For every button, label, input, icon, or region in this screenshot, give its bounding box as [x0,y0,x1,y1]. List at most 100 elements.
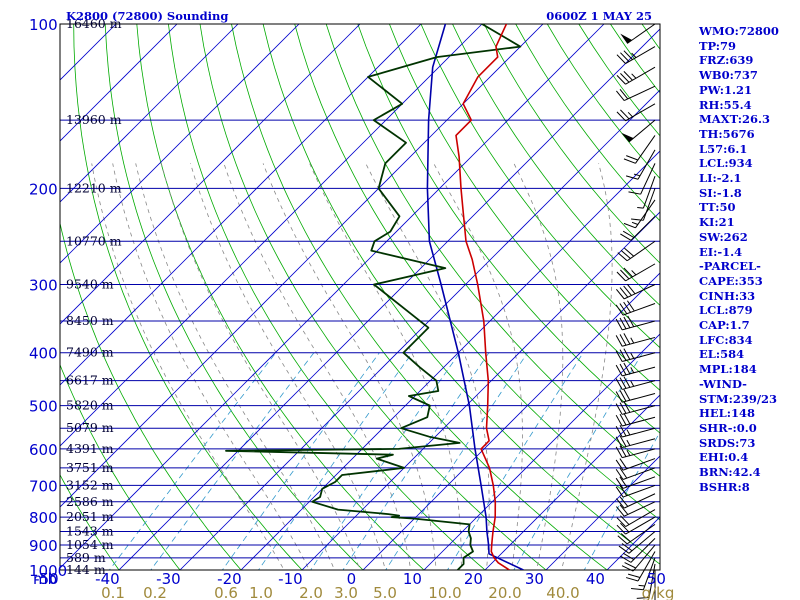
wind-barb-staff [622,467,656,480]
index-item: CAPE:353 [699,273,763,288]
index-item: STM:239/23 [699,391,778,406]
index-item: PW:1.21 [699,82,753,97]
dry-adiabat-line [60,473,120,570]
wind-barb-flag [619,445,627,457]
wind-barb-half-flag [638,584,645,587]
wind-barb-staff [622,458,656,471]
isotherm-line [240,150,660,570]
height-label: 3751 m [66,460,114,475]
temperature-tick-label: -10 [278,570,303,588]
wind-barb-flag [616,288,625,300]
wind-barb [628,163,656,195]
wind-barb-flag [619,476,628,488]
temperature-trace [455,24,510,570]
temperature-tick-label: 50 [647,570,666,588]
height-label: 589 m [66,550,106,565]
mixing-ratio-tick-label: 0.6 [214,584,238,600]
wind-barb-flag [619,402,627,414]
dewpoint-line [225,24,522,570]
mixing-ratio-line [513,352,644,570]
wind-barb-flag [615,486,624,498]
wind-barb-flag [615,318,623,331]
wind-barb [615,348,656,363]
wind-barb-staff [625,46,656,65]
index-item: BSHR:8 [699,479,750,494]
wind-barb-flag [619,363,627,376]
wind-barb [623,135,656,164]
wind-barb-flag [619,317,627,330]
wind-barb [615,315,656,331]
isobars [60,23,660,571]
wind-barb [616,103,656,122]
wind-barb-flag [623,222,636,229]
wind-barb [631,188,656,221]
moist-adiabat-line [91,163,285,570]
wind-barb-flag [623,376,631,388]
mixing-ratio-line [310,352,461,570]
isotherm-line [179,89,660,570]
wind-barb-staff [642,188,656,221]
wind-barb-flag [620,555,632,563]
wind-barb [615,435,656,449]
wind-barb-half-flag [630,337,635,344]
wind-barb-staff [622,392,656,403]
wind-barb-flag [619,413,627,426]
wind-barb-flag [619,504,629,515]
height-label: 4391 m [66,441,114,456]
height-label: 7490 m [66,345,114,360]
wind-barb-staff [622,352,656,363]
mixing-ratio-line [583,431,660,570]
pressure-tick-label: 900 [29,537,58,555]
index-item: TP:79 [699,38,737,53]
wind-barb-flag [616,74,626,85]
wind-barb-flag [619,496,629,507]
wind-barb-half-flag [630,352,635,359]
wind-barb-flag [623,267,633,278]
wind-barb-flag [620,233,632,241]
height-label: 16460 m [66,16,122,31]
moist-adiabat-line [112,163,310,570]
wind-barb-flag [623,412,631,425]
index-item: LI:-2.1 [699,171,742,186]
wind-barb [617,523,656,545]
wind-barb-flag [615,403,623,415]
height-label: 1543 m [66,523,114,538]
wind-barb [615,484,656,498]
plot-frame [59,23,661,571]
wind-barb-flag [623,158,636,164]
index-item: TT:50 [699,200,736,215]
height-label: 3152 m [66,477,114,492]
index-item: LFC:834 [699,332,753,347]
wind-barb-flag [622,230,635,238]
isotherm-line [60,24,544,508]
wind-barb-flag [626,283,636,295]
wind-barb-flag [620,52,630,62]
mixing-ratio-line [385,352,528,570]
height-label: 2586 m [66,494,114,509]
pressure-tick-label: 300 [29,277,58,295]
height-label: 12210 m [66,180,122,195]
index-item: HEL:148 [699,406,755,421]
temperature-tick-label: 10 [403,570,422,588]
wind-barb-flag [623,362,631,375]
wind-barb-flag [619,390,627,402]
pressure-tick-label: 1000 [29,562,67,580]
wind-barb-flag [623,389,631,401]
moist-adiabat-line [309,163,462,570]
wind-barb-flag [631,588,644,591]
wind-barb-flag [620,109,630,120]
isotherm-line [423,333,660,570]
wind-barb-staff [623,284,656,300]
index-item: CAP:1.7 [699,318,750,333]
wind-barb-flag [619,334,627,346]
wind-barb [615,300,656,316]
index-item: L57:6.1 [699,141,748,156]
mixing-ratio-tick-label: 2.0 [299,584,323,600]
wind-barb [620,23,656,44]
plot-border [59,23,661,571]
wind-barb-staff [640,163,656,195]
height-label: 2051 m [66,509,114,524]
sounding-time: 0600Z 1 MAY 25 [546,9,652,23]
wind-barb-half-flag [630,367,635,374]
